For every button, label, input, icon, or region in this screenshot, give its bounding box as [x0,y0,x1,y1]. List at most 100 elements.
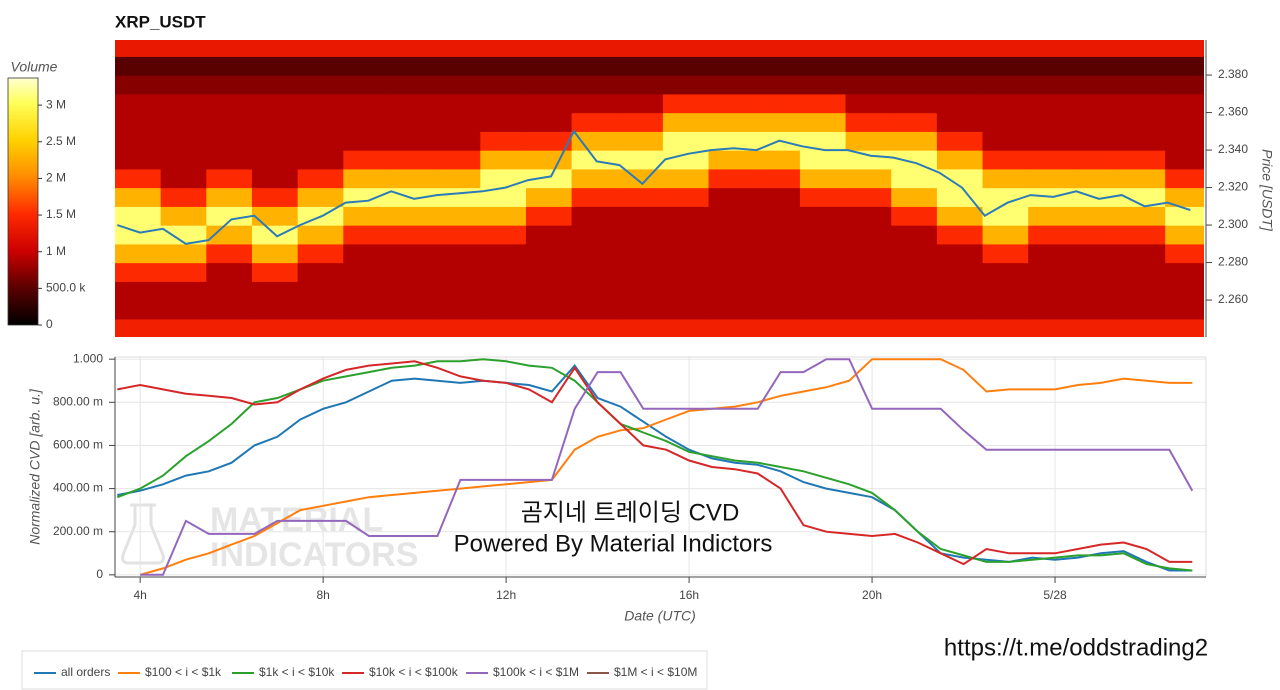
heatmap-cell [160,40,207,57]
heatmap-cell [982,225,1029,245]
heatmap-cell [115,187,162,207]
colorbar-tick-label: 2 M [46,171,66,185]
heatmap-cell [936,112,984,132]
heatmap-cell [388,281,436,301]
heatmap-cell [1073,300,1121,320]
heatmap-cell [525,281,573,301]
heatmap-cell [571,318,618,337]
heatmap-cell [936,150,984,170]
heatmap-cell [662,300,710,320]
heatmap-cell [115,56,162,76]
heatmap-cell [982,75,1029,95]
heatmap-cell [388,262,436,282]
colorbar-tick-label: 0 [46,317,53,331]
heatmap-cell [662,112,710,132]
heatmap-cell [799,262,847,282]
heatmap-cell [525,206,573,226]
heatmap-cell [297,318,344,337]
heatmap-cell [480,56,527,76]
heatmap-cell [343,318,390,337]
heatmap-cell [525,187,573,207]
heatmap-cell [708,168,755,189]
heatmap-cell [617,168,664,189]
heatmap-cell [662,262,710,282]
heatmap-cell [525,93,573,114]
heatmap-cell [617,93,664,114]
heatmap-cell [160,206,207,226]
heatmap-cell [708,56,755,76]
heatmap-cell [1028,150,1075,170]
heatmap-cell [617,131,664,151]
heatmap-cell [1165,75,1204,95]
heatmap-cell [662,131,710,151]
heatmap-cell [115,318,162,337]
heatmap-cell [617,56,664,76]
y2-tick-label: 2.360 [1218,105,1248,119]
heatmap-cell [1119,300,1166,320]
heatmap-cell [251,131,299,151]
heatmap-cell [1119,318,1166,337]
heatmap-cell [297,168,344,189]
heatmap-cell [936,281,984,301]
heatmap-cell [662,206,710,226]
x-tick-label: 5/28 [1043,588,1067,602]
heatmap-cell [388,75,436,95]
heatmap-cell [206,262,253,282]
heatmap-cell [1165,187,1204,207]
heatmap-cell [799,187,847,207]
heatmap-cell [936,206,984,226]
heatmap-cell [754,206,801,226]
heatmap-cell [891,300,938,320]
heatmap-cell [845,56,892,76]
heatmap-cell [434,206,481,226]
heatmap-cell [115,300,162,320]
heatmap-cell [434,318,481,337]
heatmap-cell [206,40,253,57]
heatmap-cell [434,131,481,151]
heatmap-cell [1119,56,1166,76]
heatmap-cell [754,56,801,76]
heatmap-cell [982,168,1029,189]
heatmap-cell [388,93,436,114]
heatmap-cell [1073,225,1121,245]
colorbar-tick-label: 2.5 M [46,134,76,148]
heatmap-cell [754,318,801,337]
heatmap-cell [845,300,892,320]
heatmap-cell [982,318,1029,337]
heatmap-cell [525,150,573,170]
heatmap-cell [297,243,344,264]
heatmap-cell [1028,56,1075,76]
heatmap-cell [480,187,527,207]
heatmap-cell [708,318,755,337]
heatmap-cell [754,281,801,301]
heatmap-cell [297,300,344,320]
heatmap-cell [754,262,801,282]
heatmap-cell [525,168,573,189]
heatmap-cell [1028,300,1075,320]
heatmap-cell [1073,206,1121,226]
y2-tick-label: 2.280 [1218,255,1248,269]
heatmap-cell [343,131,390,151]
heatmap-cell [1119,112,1166,132]
heatmap-cell [754,150,801,170]
heatmap-cell [617,150,664,170]
heatmap-cell [297,112,344,132]
heatmap-cell [115,75,162,95]
heatmap-cell [480,40,527,57]
heatmap-cell [1073,150,1121,170]
heatmap-cell [936,300,984,320]
heatmap-cell [297,281,344,301]
heatmap-cell [343,206,390,226]
heatmap-cell [891,150,938,170]
colorbar-tick-label: 1.5 M [46,207,76,221]
heatmap-cell [297,40,344,57]
heatmap-cell [251,262,299,282]
heatmap-cell [662,40,710,57]
heatmap-cell [251,206,299,226]
heatmap-cell [297,56,344,76]
heatmap-cell [343,187,390,207]
heatmap-cell [617,206,664,226]
heatmap-cell [1119,93,1166,114]
heatmap-cell [662,318,710,337]
heatmap-cell [845,112,892,132]
